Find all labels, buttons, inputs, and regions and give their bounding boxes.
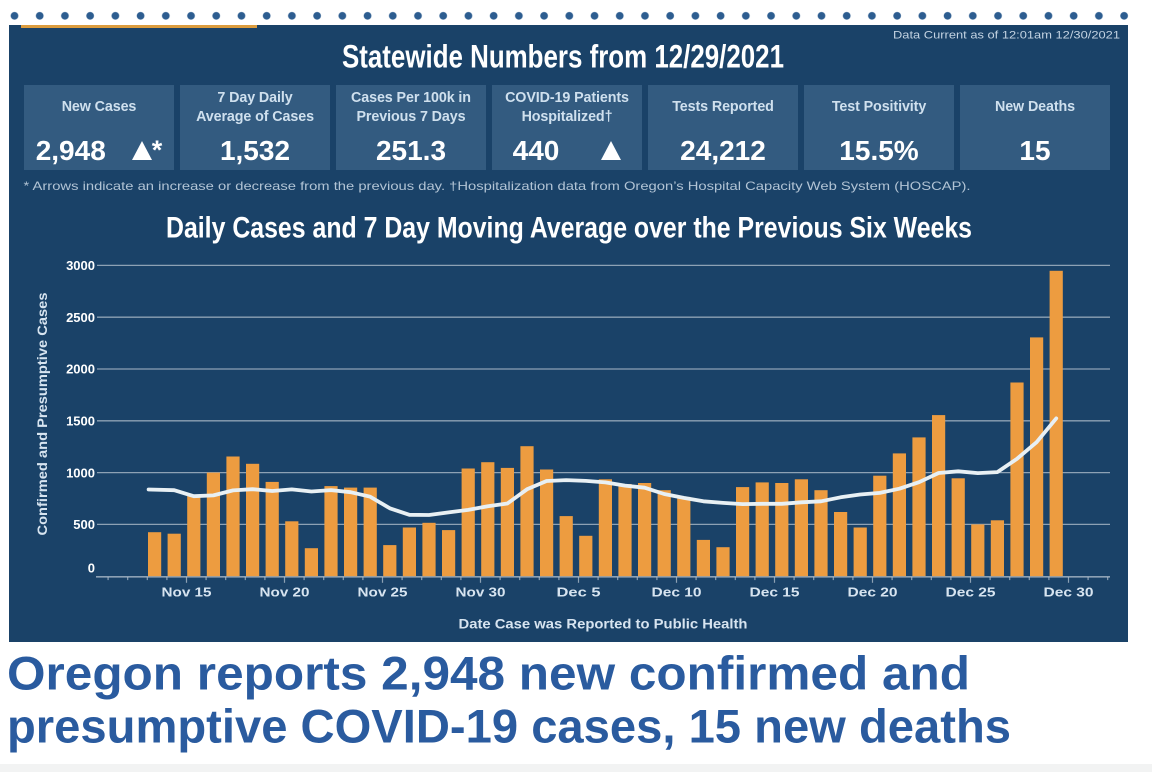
svg-text:Oregon reports 2,948 new confi: Oregon reports 2,948 new confirmed and — [7, 647, 970, 700]
svg-text:presumptive COVID-19 cases, 15: presumptive COVID-19 cases, 15 new death… — [7, 700, 1011, 753]
